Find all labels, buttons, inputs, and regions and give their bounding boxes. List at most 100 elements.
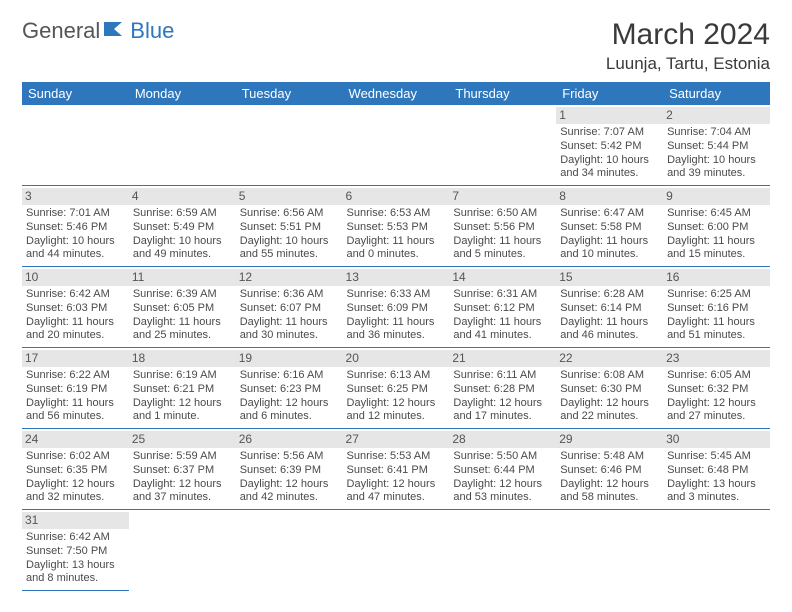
calendar-day: 4Sunrise: 6:59 AMSunset: 5:49 PMDaylight… [129,186,236,267]
daylight: Daylight: 11 hours [667,316,766,330]
daylight: Daylight: 10 hours [26,235,125,249]
sunrise: Sunrise: 6:16 AM [240,369,339,383]
sunrise: Sunrise: 6:50 AM [453,207,552,221]
calendar-day: 20Sunrise: 6:13 AMSunset: 6:25 PMDayligh… [343,348,450,429]
sunset: Sunset: 5:53 PM [347,221,446,235]
calendar-day: 2 Sunrise: 7:04 AMSunset: 5:44 PMDaylight… [663,105,770,186]
day-number: 30 [663,431,770,448]
daylight: Daylight: 11 hours [560,235,659,249]
day-number: 28 [449,431,556,448]
daylight: Daylight: 11 hours [453,316,552,330]
sunrise: Sunrise: 6:05 AM [667,369,766,383]
day-number: 11 [129,269,236,286]
sunset: Sunset: 6:48 PM [667,464,766,478]
daylight: Daylight: 11 hours [240,316,339,330]
sunrise: Sunrise: 7:07 AM [560,126,659,140]
sunset: Sunset: 6:44 PM [453,464,552,478]
daylight: Daylight: 12 hours [240,478,339,492]
sunset: Sunset: 6:39 PM [240,464,339,478]
day-number: 21 [449,350,556,367]
daylight: Daylight: 12 hours [133,478,232,492]
calendar-week: 3Sunrise: 7:01 AMSunset: 5:46 PMDaylight… [22,186,770,267]
sunrise: Sunrise: 6:19 AM [133,369,232,383]
day-number: 27 [343,431,450,448]
day-number: 22 [556,350,663,367]
calendar-day-empty [556,510,663,591]
day-number: 1 [556,107,663,124]
day-header: Sunday [22,82,129,105]
calendar-day: 28Sunrise: 5:50 AMSunset: 6:44 PMDayligh… [449,429,556,510]
daylight: and 27 minutes. [667,410,766,424]
sunrise: Sunrise: 6:42 AM [26,531,125,545]
daylight: and 6 minutes. [240,410,339,424]
day-number: 31 [22,512,129,529]
calendar-day: 16Sunrise: 6:25 AMSunset: 6:16 PMDayligh… [663,267,770,348]
sunset: Sunset: 6:19 PM [26,383,125,397]
calendar-day-empty [343,510,450,591]
day-number: 4 [129,188,236,205]
sunrise: Sunrise: 6:53 AM [347,207,446,221]
sunset: Sunset: 6:35 PM [26,464,125,478]
sunset: Sunset: 6:07 PM [240,302,339,316]
daylight: Daylight: 12 hours [667,397,766,411]
daylight: and 36 minutes. [347,329,446,343]
sunrise: Sunrise: 7:01 AM [26,207,125,221]
calendar-week: 17Sunrise: 6:22 AMSunset: 6:19 PMDayligh… [22,348,770,429]
daylight: and 37 minutes. [133,491,232,505]
sunrise: Sunrise: 6:08 AM [560,369,659,383]
sunset: Sunset: 7:50 PM [26,545,125,559]
daylight: and 22 minutes. [560,410,659,424]
day-number: 8 [556,188,663,205]
day-number: 24 [22,431,129,448]
daylight: and 25 minutes. [133,329,232,343]
daylight: Daylight: 12 hours [133,397,232,411]
calendar-day-empty [236,510,343,591]
sunset: Sunset: 6:41 PM [347,464,446,478]
calendar-day: 10Sunrise: 6:42 AMSunset: 6:03 PMDayligh… [22,267,129,348]
sunrise: Sunrise: 6:56 AM [240,207,339,221]
daylight: and 10 minutes. [560,248,659,262]
calendar-table: SundayMondayTuesdayWednesdayThursdayFrid… [22,82,770,591]
daylight: Daylight: 13 hours [26,559,125,573]
daylight: Daylight: 11 hours [347,235,446,249]
day-header: Monday [129,82,236,105]
calendar-day: 1 Sunrise: 7:07 AMSunset: 5:42 PMDaylight… [556,105,663,186]
sunrise: Sunrise: 6:25 AM [667,288,766,302]
sunrise: Sunrise: 5:59 AM [133,450,232,464]
day-number: 16 [663,269,770,286]
header: General Blue March 2024 Luunja, Tartu, E… [22,18,770,74]
daylight: and 20 minutes. [26,329,125,343]
daylight: and 32 minutes. [26,491,125,505]
sunset: Sunset: 5:42 PM [560,140,659,154]
daylight: Daylight: 10 hours [667,154,766,168]
day-header: Thursday [449,82,556,105]
calendar-day-empty [449,105,556,186]
daylight: Daylight: 12 hours [453,478,552,492]
day-number: 2 [663,107,770,124]
calendar-day: 15Sunrise: 6:28 AMSunset: 6:14 PMDayligh… [556,267,663,348]
sunset: Sunset: 6:46 PM [560,464,659,478]
daylight: Daylight: 12 hours [240,397,339,411]
sunset: Sunset: 5:44 PM [667,140,766,154]
daylight: Daylight: 12 hours [347,397,446,411]
sunset: Sunset: 6:21 PM [133,383,232,397]
day-header: Friday [556,82,663,105]
sunrise: Sunrise: 6:45 AM [667,207,766,221]
day-number: 6 [343,188,450,205]
sunset: Sunset: 5:51 PM [240,221,339,235]
day-number: 14 [449,269,556,286]
day-number: 13 [343,269,450,286]
calendar-day: 8Sunrise: 6:47 AMSunset: 5:58 PMDaylight… [556,186,663,267]
daylight: Daylight: 10 hours [560,154,659,168]
sunrise: Sunrise: 5:45 AM [667,450,766,464]
daylight: Daylight: 10 hours [240,235,339,249]
daylight: Daylight: 12 hours [560,397,659,411]
sunrise: Sunrise: 7:04 AM [667,126,766,140]
daylight: Daylight: 12 hours [453,397,552,411]
calendar-day: 18Sunrise: 6:19 AMSunset: 6:21 PMDayligh… [129,348,236,429]
daylight: and 58 minutes. [560,491,659,505]
daylight: and 49 minutes. [133,248,232,262]
daylight: Daylight: 12 hours [347,478,446,492]
calendar-day: 9Sunrise: 6:45 AMSunset: 6:00 PMDaylight… [663,186,770,267]
sunset: Sunset: 5:49 PM [133,221,232,235]
